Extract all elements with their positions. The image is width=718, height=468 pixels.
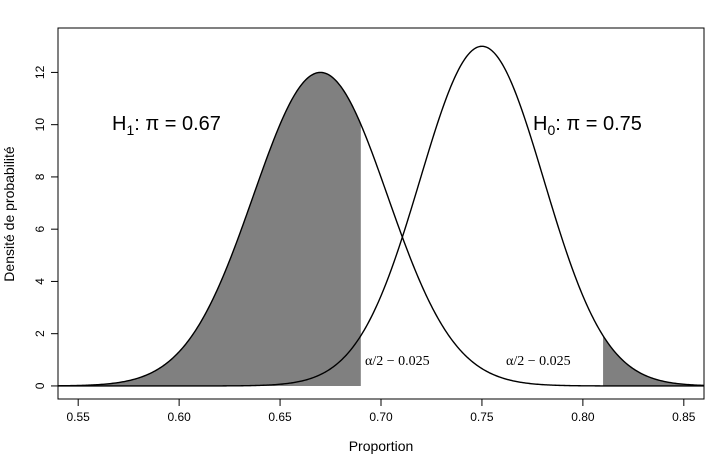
x-tick-label: 0.65 bbox=[268, 410, 292, 424]
h0-symbol: H bbox=[533, 113, 547, 135]
density-curves bbox=[57, 45, 705, 387]
h1-subscript: 1 bbox=[126, 122, 134, 138]
y-tick-label: 4 bbox=[33, 278, 47, 285]
h0-equation: : π = 0.75 bbox=[555, 113, 642, 135]
y-tick-label: 0 bbox=[33, 382, 47, 389]
density-curve-2 bbox=[58, 45, 705, 387]
h0-label: H0: π = 0.75 bbox=[533, 113, 642, 138]
x-axis-label: Proportion bbox=[349, 438, 414, 454]
x-tick-label: 0.55 bbox=[67, 410, 91, 424]
h0-subscript: 0 bbox=[547, 122, 555, 138]
x-tick-label: 0.60 bbox=[167, 410, 191, 424]
y-tick-label: 6 bbox=[33, 226, 47, 233]
h1-label: H1: π = 0.67 bbox=[112, 113, 221, 138]
x-tick-label: 0.75 bbox=[470, 410, 494, 424]
h1-symbol: H bbox=[112, 113, 126, 135]
y-axis-label: Densité de probabilité bbox=[1, 146, 17, 282]
shaded-region-2 bbox=[603, 335, 704, 386]
alpha-right-label: α/2 − 0.025 bbox=[506, 354, 571, 369]
x-tick-label: 0.85 bbox=[672, 410, 696, 424]
plot-frame bbox=[57, 27, 705, 400]
y-tick-label: 10 bbox=[33, 118, 47, 132]
density-curve-1 bbox=[57, 71, 704, 387]
y-tick-label: 2 bbox=[33, 330, 47, 337]
y-tick-label: 8 bbox=[33, 173, 47, 180]
shaded-region-1 bbox=[58, 72, 361, 386]
shaded-regions bbox=[58, 72, 704, 386]
alpha-left-label: α/2 − 0.025 bbox=[365, 354, 430, 369]
y-tick-label: 12 bbox=[33, 65, 47, 79]
x-tick-label: 0.80 bbox=[571, 410, 595, 424]
h1-equation: : π = 0.67 bbox=[134, 113, 221, 135]
x-tick-label: 0.70 bbox=[369, 410, 393, 424]
